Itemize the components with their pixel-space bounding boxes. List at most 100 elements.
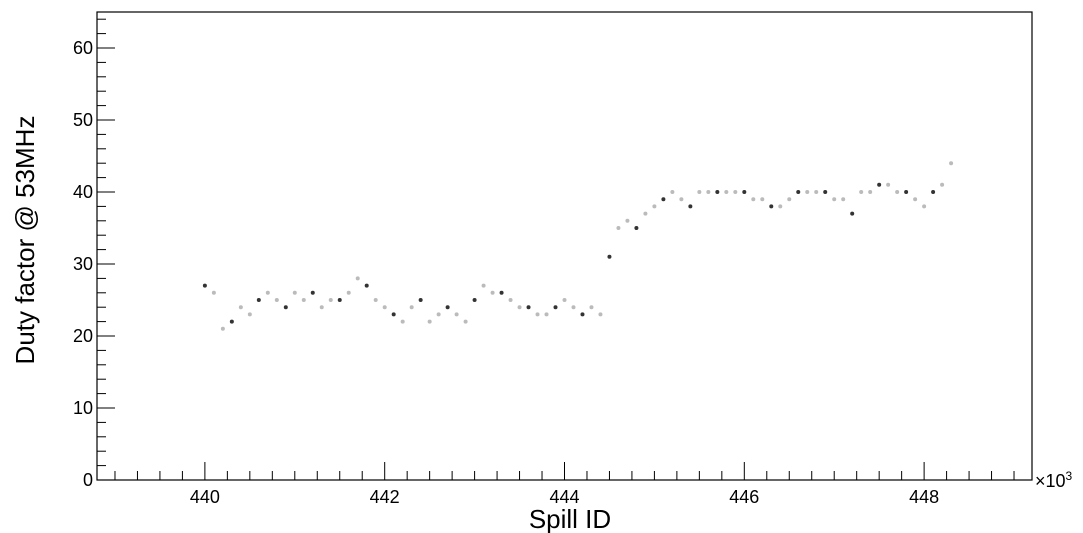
data-point: [463, 319, 468, 324]
x-tick-label: 448: [909, 487, 939, 507]
y-tick-label: 50: [73, 110, 93, 130]
data-point: [895, 190, 900, 194]
data-point: [499, 290, 504, 295]
data-point: [742, 190, 747, 194]
x-tick-label: 446: [729, 487, 759, 507]
data-point: [670, 190, 675, 194]
data-point: [355, 276, 360, 281]
data-point: [760, 197, 765, 202]
data-point: [589, 305, 594, 310]
data-point: [265, 290, 270, 295]
data-point: [751, 197, 756, 202]
data-point: [301, 298, 306, 302]
data-point: [472, 298, 477, 302]
data-point: [850, 211, 855, 216]
data-point: [346, 290, 351, 295]
data-point: [616, 226, 621, 230]
data-point: [202, 283, 207, 288]
data-point: [445, 305, 450, 310]
data-point: [841, 197, 846, 202]
data-point: [661, 197, 666, 202]
data-point: [508, 298, 513, 302]
data-point: [454, 312, 459, 317]
y-tick-label: 10: [73, 398, 93, 418]
data-point: [319, 305, 324, 310]
y-tick-label: 40: [73, 182, 93, 202]
data-point: [886, 182, 891, 187]
y-tick-label: 60: [73, 38, 93, 58]
data-point: [337, 298, 342, 302]
tick-labels: 0 10 20 30 40 50 60 440 442 444 446 448: [73, 38, 939, 507]
data-point: [562, 298, 567, 302]
data-point: [373, 298, 378, 302]
data-point: [904, 190, 909, 194]
x-tick-label: 440: [190, 487, 220, 507]
data-point: [607, 254, 612, 259]
data-point: [283, 305, 288, 310]
data-point: [436, 312, 441, 317]
data-point: [553, 305, 558, 310]
data-point: [643, 211, 648, 216]
data-point: [823, 190, 828, 194]
data-point: [481, 283, 486, 288]
data-point: [949, 161, 954, 166]
data-point: [544, 312, 549, 317]
data-point: [400, 319, 405, 324]
data-point: [364, 283, 369, 288]
x-axis-multiplier: ×103: [1035, 469, 1073, 491]
data-point: [418, 298, 423, 302]
data-point: [310, 290, 315, 295]
plot-frame: [96, 11, 1033, 481]
data-point: [787, 197, 792, 202]
data-point: [706, 190, 711, 194]
data-point: [814, 190, 819, 194]
x-axis-title: Spill ID: [529, 504, 611, 533]
data-point: [733, 190, 738, 194]
data-point: [211, 290, 216, 295]
data-point: [580, 312, 585, 317]
x-tick-label: 444: [549, 487, 579, 507]
data-point: [292, 290, 297, 295]
data-point: [238, 305, 243, 310]
data-point: [922, 204, 927, 209]
y-tick-label: 0: [83, 470, 93, 490]
data-point: [229, 319, 234, 324]
data-point: [859, 190, 864, 194]
data-point: [571, 305, 576, 310]
data-point: [832, 197, 837, 202]
x-tick-label: 442: [370, 487, 400, 507]
data-point: [634, 226, 639, 230]
data-point: [382, 305, 387, 310]
data-point: [724, 190, 729, 194]
data-point: [778, 204, 783, 209]
y-tick-label: 30: [73, 254, 93, 274]
data-point: [625, 218, 630, 223]
data-point: [679, 197, 684, 202]
data-point: [877, 182, 882, 187]
y-tick-label: 20: [73, 326, 93, 346]
data-point: [868, 190, 873, 194]
data-point: [796, 190, 801, 194]
data-point: [931, 190, 936, 194]
data-point: [535, 312, 540, 317]
data-point: [328, 298, 333, 302]
data-point: [427, 319, 432, 324]
data-point: [688, 204, 693, 209]
data-point: [490, 290, 495, 295]
data-point: [913, 197, 918, 202]
y-axis-title: Duty factor @ 53MHz: [10, 116, 40, 365]
data-point: [715, 190, 720, 194]
data-point: [805, 190, 810, 194]
data-point: [247, 312, 252, 317]
data-point: [391, 312, 396, 317]
data-point: [274, 298, 279, 302]
data-point: [220, 326, 225, 331]
data-point: [526, 305, 531, 310]
axis-ticks: [97, 18, 1015, 481]
data-point: [598, 312, 603, 317]
data-point: [256, 298, 261, 302]
data-point: [940, 182, 945, 187]
data-point: [517, 305, 522, 310]
data-point: [769, 204, 774, 209]
